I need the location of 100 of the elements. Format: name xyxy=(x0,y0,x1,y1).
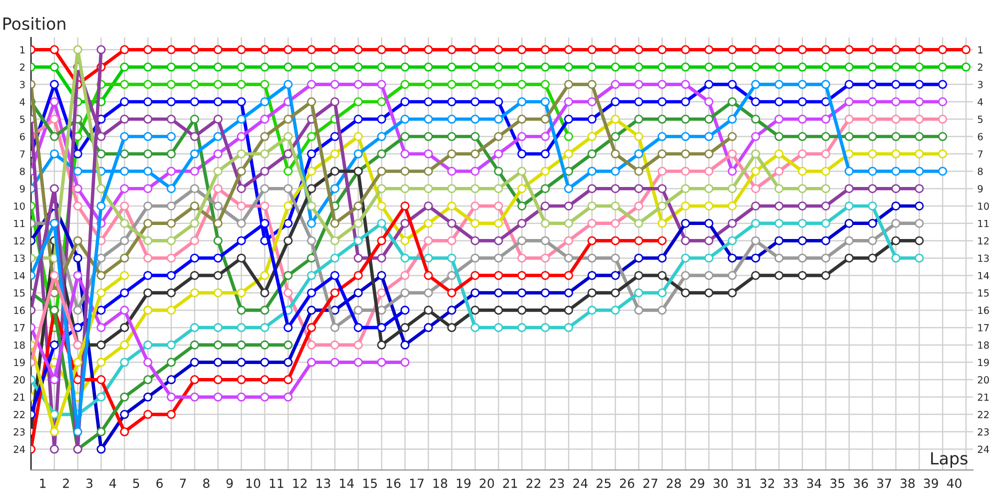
point xyxy=(73,45,82,54)
y2-tick-label: 12 xyxy=(978,237,989,244)
point xyxy=(190,323,200,332)
point xyxy=(658,166,667,176)
point xyxy=(798,218,807,228)
point xyxy=(751,62,760,72)
y2-tick-label: 24 xyxy=(978,446,989,453)
point xyxy=(190,340,200,350)
point xyxy=(284,323,293,332)
point xyxy=(564,201,574,210)
point xyxy=(96,184,106,194)
point xyxy=(143,114,152,124)
point xyxy=(400,201,410,210)
point xyxy=(166,375,176,384)
point xyxy=(143,306,152,315)
point xyxy=(728,270,737,280)
point xyxy=(634,236,644,246)
point xyxy=(798,236,807,246)
x-tick-label: 36 xyxy=(854,478,868,488)
point xyxy=(728,45,737,54)
point xyxy=(50,427,59,436)
point xyxy=(844,80,854,89)
point xyxy=(424,270,433,280)
point xyxy=(821,149,830,158)
point xyxy=(798,132,807,142)
point xyxy=(728,97,737,106)
point xyxy=(306,97,316,106)
point xyxy=(260,375,270,384)
point xyxy=(400,62,410,72)
point xyxy=(377,132,386,142)
point xyxy=(354,80,363,89)
point xyxy=(494,97,504,106)
point xyxy=(774,80,784,89)
point xyxy=(120,114,130,124)
point xyxy=(704,254,714,263)
y-tick-label: 3 xyxy=(20,80,25,88)
point xyxy=(330,358,340,367)
point xyxy=(190,149,200,158)
x-tick-label: 38 xyxy=(900,478,915,488)
point xyxy=(96,444,106,454)
point xyxy=(844,254,854,263)
point xyxy=(306,288,316,298)
point xyxy=(774,166,784,176)
point xyxy=(73,270,82,280)
point xyxy=(306,45,316,54)
point xyxy=(400,166,410,176)
point xyxy=(424,166,433,176)
y-tick-label: 8 xyxy=(20,168,25,176)
point xyxy=(517,97,526,106)
point xyxy=(377,340,386,350)
point xyxy=(658,236,667,246)
point xyxy=(284,132,293,142)
point xyxy=(236,184,246,194)
y-tick-label: 19 xyxy=(14,358,25,366)
point xyxy=(50,270,59,280)
y-tick-label: 9 xyxy=(20,185,25,192)
point xyxy=(798,80,807,89)
point xyxy=(143,270,152,280)
point xyxy=(73,149,82,158)
x-tick-label: 16 xyxy=(386,478,400,488)
point xyxy=(447,97,456,106)
x-tick-label: 4 xyxy=(109,478,116,488)
point xyxy=(844,218,854,228)
point xyxy=(680,166,690,176)
point xyxy=(470,323,480,332)
point xyxy=(494,45,504,54)
point xyxy=(306,358,316,367)
point xyxy=(284,375,293,384)
point xyxy=(73,236,82,246)
x-tick-label: 31 xyxy=(736,478,751,488)
x-tick-label: 32 xyxy=(760,478,774,488)
point xyxy=(236,80,246,89)
point xyxy=(166,149,176,158)
x-tick-label: 26 xyxy=(620,478,634,488)
y-tick-label: 14 xyxy=(14,272,25,280)
x-tick-label: 14 xyxy=(340,478,354,488)
point xyxy=(868,236,878,246)
point xyxy=(447,218,456,228)
point xyxy=(377,45,386,54)
x-tick-label: 6 xyxy=(156,478,163,488)
point xyxy=(728,114,737,124)
point xyxy=(213,80,223,89)
point xyxy=(587,218,597,228)
point xyxy=(774,184,784,194)
x-tick-label: 30 xyxy=(714,478,728,488)
point xyxy=(330,254,340,263)
point xyxy=(306,149,316,158)
point xyxy=(213,201,223,210)
point xyxy=(610,218,620,228)
point xyxy=(50,45,59,54)
point xyxy=(470,149,480,158)
point xyxy=(166,132,176,142)
x-tick-label: 27 xyxy=(643,478,658,488)
point xyxy=(400,184,410,194)
point xyxy=(120,218,130,228)
point xyxy=(166,80,176,89)
point xyxy=(166,288,176,298)
point xyxy=(73,306,82,315)
point xyxy=(260,132,270,142)
point xyxy=(610,166,620,176)
